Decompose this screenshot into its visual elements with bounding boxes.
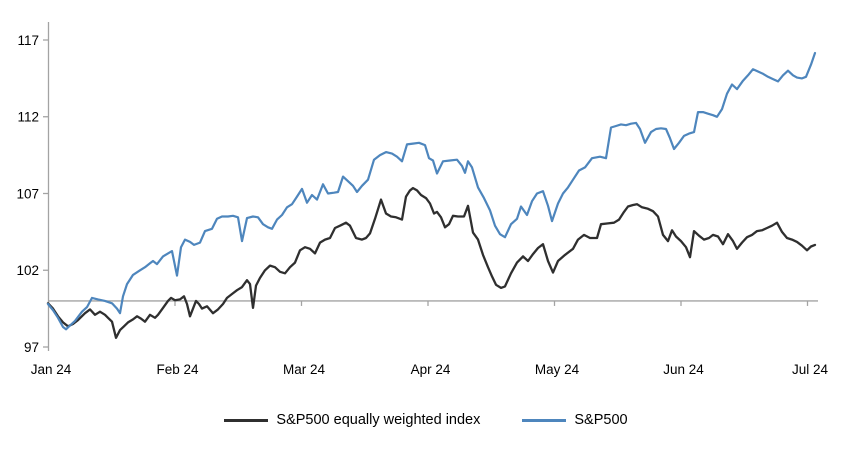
- y-axis-label: 117: [17, 33, 39, 48]
- x-axis-label: Apr 24: [411, 362, 451, 377]
- y-axis-label: 112: [17, 110, 39, 125]
- y-axis-label: 97: [24, 340, 39, 355]
- y-axis-label: 102: [16, 263, 39, 278]
- series-line-equal-weight: [46, 186, 817, 339]
- x-axis-label: Jan 24: [31, 362, 72, 377]
- legend-label-sp500: S&P500: [574, 412, 628, 428]
- legend-swatch-sp500-line: [522, 418, 567, 422]
- legend: S&P500 equally weighted index S&P500: [0, 412, 852, 428]
- x-axis-label: Jul 24: [792, 362, 829, 377]
- legend-item-equal-weight: S&P500 equally weighted index: [224, 412, 480, 428]
- y-axis-label: 107: [16, 186, 39, 201]
- x-axis-label: May 24: [535, 362, 580, 377]
- x-axis-label: Mar 24: [283, 362, 326, 377]
- x-axis-label: Feb 24: [156, 362, 199, 377]
- legend-label-equal-weight: S&P500 equally weighted index: [276, 412, 481, 428]
- legend-item-sp500: S&P500: [522, 412, 628, 428]
- x-axis-label: Jun 24: [663, 362, 704, 377]
- legend-swatch-equal-weight-line: [224, 418, 269, 422]
- series-line-sp500: [46, 51, 817, 331]
